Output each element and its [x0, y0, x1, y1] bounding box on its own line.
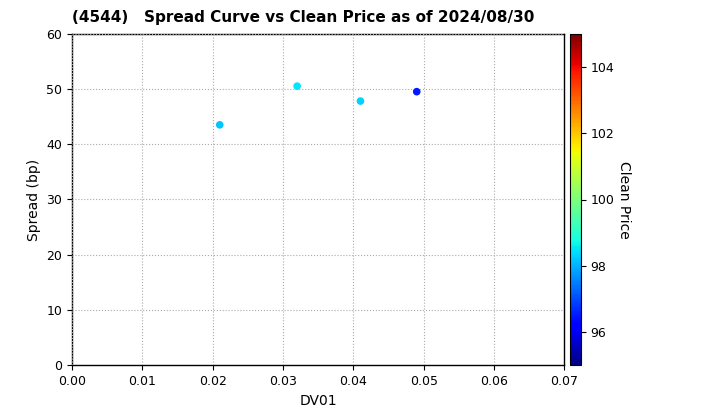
Y-axis label: Clean Price: Clean Price — [617, 160, 631, 239]
Point — [355, 98, 366, 105]
Text: (4544)   Spread Curve vs Clean Price as of 2024/08/30: (4544) Spread Curve vs Clean Price as of… — [72, 10, 534, 26]
Y-axis label: Spread (bp): Spread (bp) — [27, 158, 41, 241]
X-axis label: DV01: DV01 — [300, 394, 337, 408]
Point — [214, 121, 225, 128]
Point — [292, 83, 303, 89]
Point — [411, 88, 423, 95]
